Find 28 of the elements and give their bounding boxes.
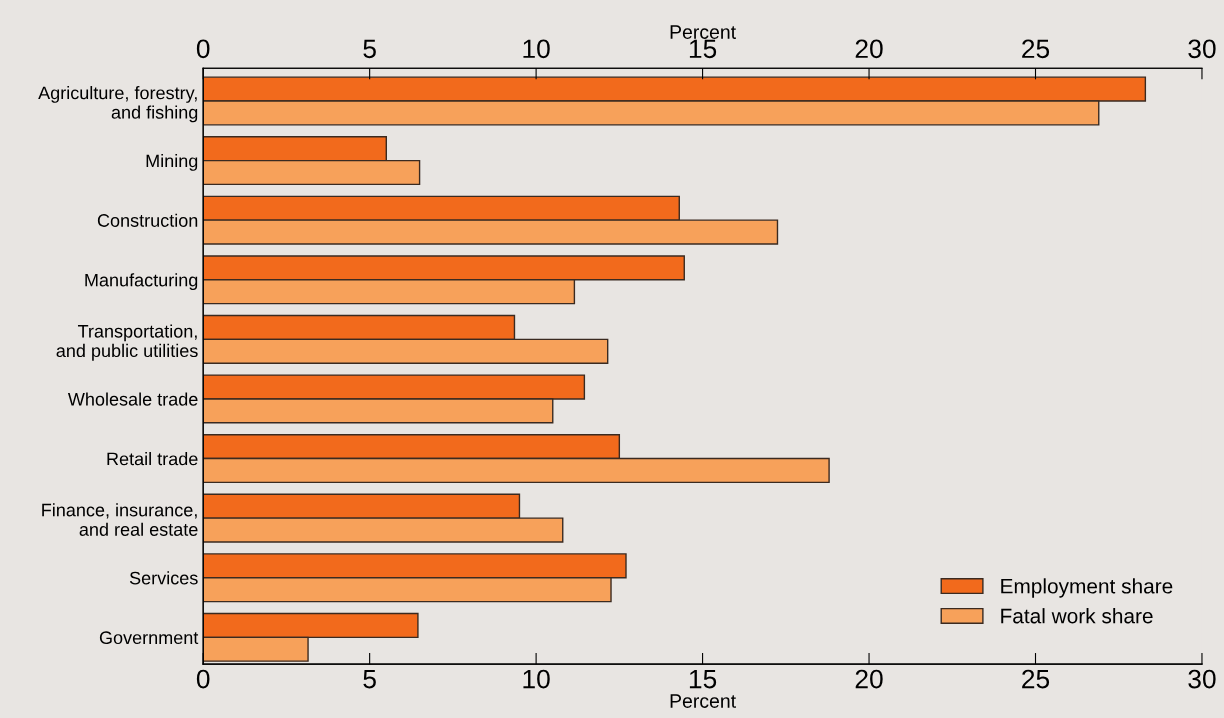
y-tick-label: Services	[129, 571, 198, 585]
x-tick-label: 5	[363, 669, 376, 689]
x-tick-label: 20	[855, 669, 883, 689]
x-axis-title: Percent	[670, 694, 736, 708]
x-tick-label: 30	[1188, 669, 1216, 689]
x-tick-label: 25	[1022, 669, 1050, 689]
x2-tick-label: 10	[523, 39, 550, 59]
y-tick-label: Manufacturing	[85, 273, 198, 291]
y-tick-label: Government	[99, 631, 199, 645]
x-tick-label: 10	[523, 669, 550, 689]
x2-tick-label: 5	[363, 39, 376, 59]
x2-tick-label: 0	[196, 39, 210, 59]
x-tick-label: 0	[196, 669, 210, 689]
y-tick-label: Mining	[146, 154, 198, 171]
x2-axis-title: Percent	[670, 25, 736, 39]
x-tick-label: 15	[689, 669, 717, 689]
x2-tick-label: 20	[855, 39, 883, 59]
y-tick-label: Retail trade	[107, 452, 198, 466]
y-tick-label: Wholesale trade	[67, 392, 198, 406]
x2-tick-label: 15	[689, 39, 717, 59]
legend-label: Employment share	[1001, 578, 1173, 598]
legend-label: Fatal work share	[1001, 608, 1153, 624]
x2-tick-label: 25	[1022, 39, 1050, 59]
y-tick-label: Finance, insurance, and real estate	[42, 503, 198, 536]
y-tick-label: Transportation, and public utilities	[56, 324, 198, 361]
y-tick-label: Agriculture, forestry, and fishing	[38, 86, 198, 123]
x2-tick-label: 30	[1188, 39, 1216, 59]
y-tick-label: Construction	[97, 213, 198, 227]
